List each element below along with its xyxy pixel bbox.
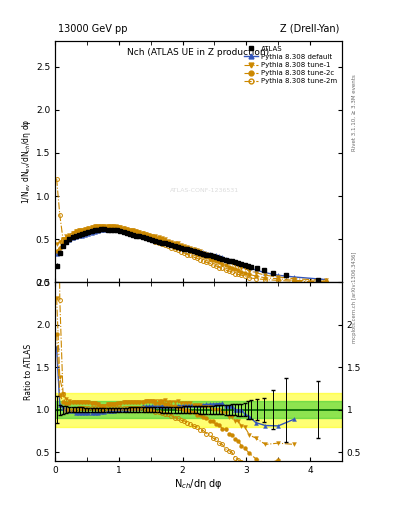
Text: 13000 GeV pp: 13000 GeV pp [58, 24, 127, 34]
Bar [55, 393, 342, 427]
Legend: ATLAS, Pythia 8.308 default, Pythia 8.308 tune-1, Pythia 8.308 tune-2c, Pythia 8: ATLAS, Pythia 8.308 default, Pythia 8.30… [241, 43, 340, 87]
Text: Rivet 3.1.10, ≥ 3.3M events: Rivet 3.1.10, ≥ 3.3M events [352, 74, 357, 151]
X-axis label: N$_{ch}$/dη dφ: N$_{ch}$/dη dφ [174, 477, 223, 492]
Text: mcplots.cern.ch [arXiv:1306.3436]: mcplots.cern.ch [arXiv:1306.3436] [352, 251, 357, 343]
Text: ATLAS-CONF-1236531: ATLAS-CONF-1236531 [170, 188, 239, 193]
Text: Z (Drell-Yan): Z (Drell-Yan) [280, 24, 339, 34]
Text: Nch (ATLAS UE in Z production): Nch (ATLAS UE in Z production) [127, 48, 270, 57]
Y-axis label: Ratio to ATLAS: Ratio to ATLAS [24, 344, 33, 399]
Bar [55, 401, 342, 418]
Y-axis label: 1/N$_{ev}$ dN$_{ev}$/dN$_{ch}$/dη dφ: 1/N$_{ev}$ dN$_{ev}$/dN$_{ch}$/dη dφ [20, 119, 33, 204]
